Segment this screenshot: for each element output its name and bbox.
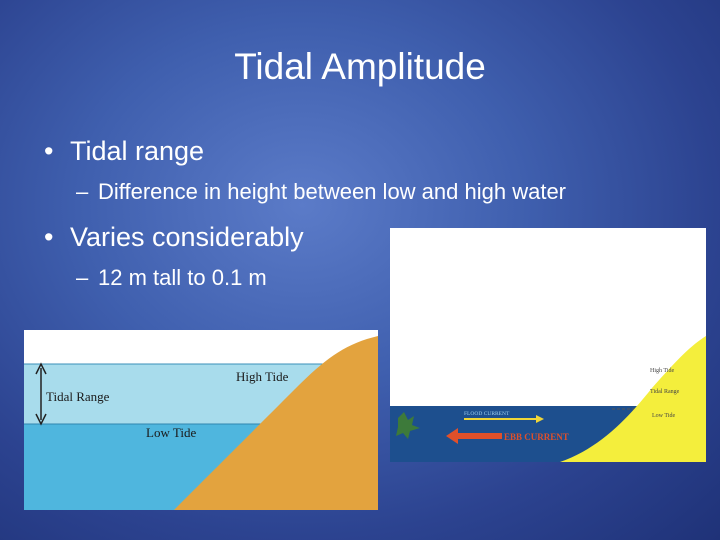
seaweed-icon — [396, 412, 420, 439]
slide-title: Tidal Amplitude — [234, 46, 486, 87]
tidal-range-label: Tidal Range — [46, 389, 110, 404]
sand-slope — [24, 336, 378, 510]
high-tide-label: High Tide — [650, 368, 675, 374]
sub-bullet-dash: – — [76, 265, 89, 290]
low-tide-label: Low Tide — [146, 425, 196, 440]
sub-bullet-dash: – — [76, 179, 89, 204]
bullet-dot: • — [44, 136, 54, 166]
arrow-head-up — [35, 362, 47, 375]
sand-slope — [560, 336, 706, 462]
bullet-text: Tidal range — [70, 136, 205, 166]
ebb-current-label: EBB CURRENT — [504, 432, 569, 442]
sub-bullet-text: Difference in height between low and hig… — [98, 179, 567, 204]
sub-bullet-text: 12 m tall to 0.1 m — [98, 265, 267, 290]
sub-bullet-range: –12 m tall to 0.1 m — [76, 264, 267, 292]
high-tide-label: High Tide — [236, 369, 289, 384]
bullet-dot: • — [44, 222, 54, 252]
tidal-range-beach-diagram: High Tide Tidal Range Low Tide — [24, 330, 378, 510]
tidal-range-label: Tidal Range — [650, 389, 680, 395]
bullet-tidal-range: • Tidal range — [44, 134, 204, 168]
flood-arrow-head — [536, 415, 544, 423]
tidal-current-diagram: FLOOD CURRENT EBB CURRENT High Tide Tida… — [390, 228, 706, 462]
low-tide-label: Low Tide — [652, 413, 676, 419]
ebb-arrow — [446, 428, 502, 444]
sub-bullet-difference: – Difference in height between low and hi… — [76, 178, 566, 206]
bullet-text: Varies considerably — [70, 222, 304, 252]
bullet-varies: • Varies considerably — [44, 220, 304, 254]
flood-current-label: FLOOD CURRENT — [464, 411, 510, 417]
arrow-head-down — [35, 413, 47, 426]
